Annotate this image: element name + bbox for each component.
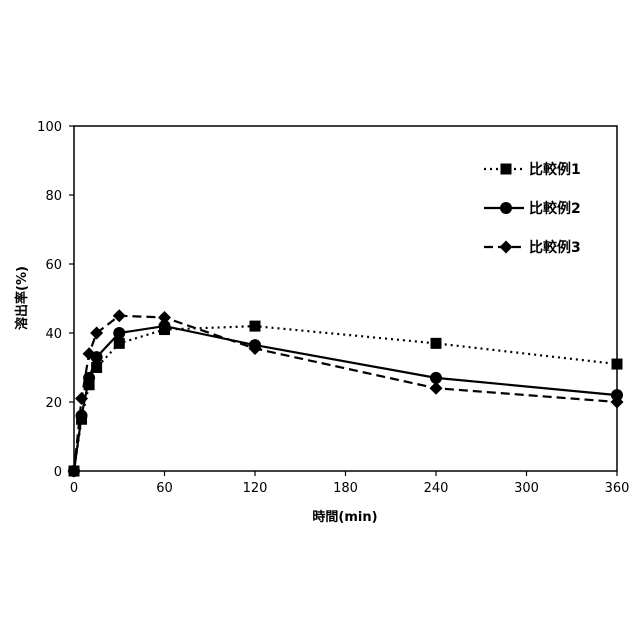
data-point — [113, 327, 125, 339]
series-line — [74, 326, 617, 471]
y-tick-label: 20 — [45, 396, 62, 411]
data-point — [76, 410, 88, 422]
data-point — [612, 359, 623, 370]
y-tick-label: 60 — [45, 258, 62, 273]
x-tick-label: 240 — [424, 481, 449, 496]
x-tick-label: 0 — [70, 481, 78, 496]
series-comparative-example-1 — [69, 321, 623, 477]
legend-label: 比較例3 — [529, 239, 581, 256]
x-tick-label: 60 — [156, 481, 173, 496]
legend-label: 比較例2 — [529, 200, 581, 217]
y-tick-label: 100 — [37, 120, 62, 135]
y-axis-title: 溶出率(%) — [14, 266, 30, 330]
y-tick-label: 40 — [45, 327, 62, 342]
series-comparative-example-2 — [68, 320, 623, 477]
series-line — [74, 326, 617, 471]
legend-entry-comparative-example-2: 比較例2 — [484, 200, 581, 217]
series-layer — [68, 309, 624, 477]
x-axis-title: 時間(min) — [312, 509, 377, 525]
legend-marker — [500, 241, 513, 254]
legend-marker — [501, 164, 512, 175]
x-tick-label: 360 — [605, 481, 630, 496]
data-point — [431, 338, 442, 349]
data-point — [430, 382, 443, 395]
x-tick-label: 120 — [243, 481, 268, 496]
legend-marker — [500, 202, 512, 214]
x-tick-label: 180 — [333, 481, 358, 496]
x-tick-label: 300 — [514, 481, 539, 496]
series-comparative-example-3 — [68, 309, 624, 477]
data-point — [114, 338, 125, 349]
series-line — [74, 316, 617, 471]
data-point — [158, 311, 171, 324]
y-tick-label: 0 — [54, 465, 62, 480]
legend-entry-comparative-example-3: 比較例3 — [484, 239, 581, 256]
legend-label: 比較例1 — [529, 161, 581, 178]
data-point — [250, 321, 261, 332]
legend: 比較例1 比較例2 比較例3 — [484, 161, 581, 256]
y-tick-label: 80 — [45, 189, 62, 204]
legend-entry-comparative-example-1: 比較例1 — [484, 161, 581, 178]
